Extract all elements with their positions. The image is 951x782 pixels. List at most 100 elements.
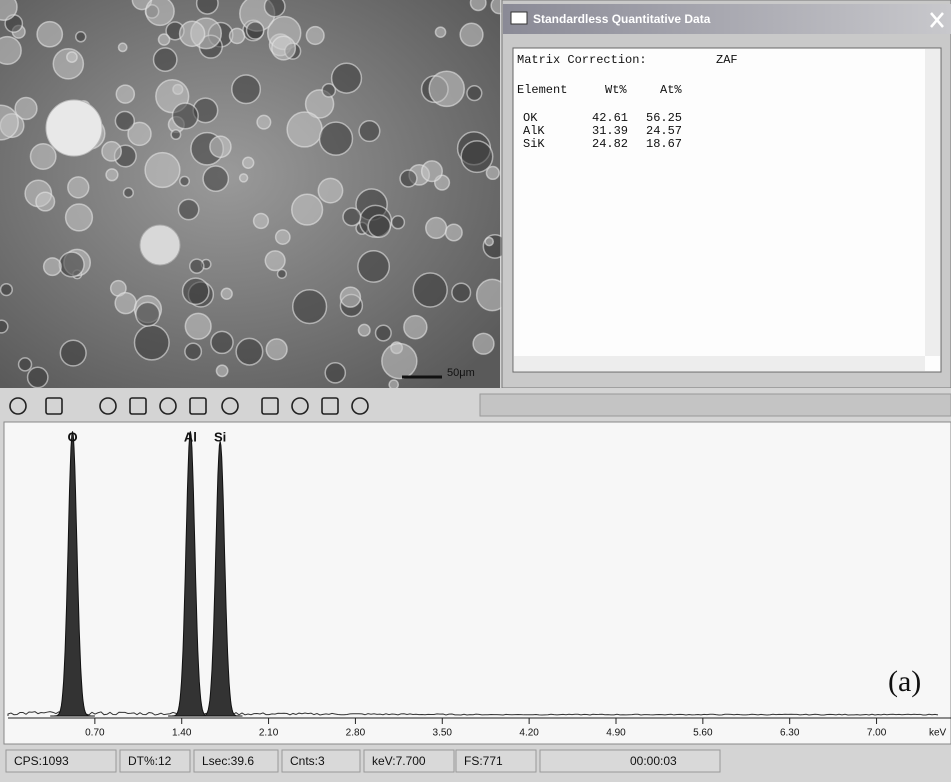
status-text: Cnts:3 bbox=[290, 754, 325, 768]
particle bbox=[76, 32, 86, 42]
window-icon bbox=[511, 12, 527, 24]
table-value: 31.39 bbox=[592, 124, 628, 138]
particle bbox=[37, 22, 62, 47]
table-value: 24.82 bbox=[592, 137, 628, 151]
particle bbox=[485, 238, 493, 246]
particle bbox=[106, 169, 118, 181]
element-name: SiK bbox=[523, 137, 545, 151]
particle bbox=[210, 136, 231, 157]
particle bbox=[460, 23, 483, 46]
particle bbox=[232, 75, 261, 104]
particle bbox=[243, 157, 254, 168]
peak-label: Al bbox=[184, 429, 197, 444]
particle bbox=[203, 166, 228, 191]
particle bbox=[340, 287, 360, 307]
particle bbox=[136, 302, 160, 326]
x-tick-label: 6.30 bbox=[780, 728, 800, 739]
particle bbox=[266, 339, 287, 360]
status-text: DT%:12 bbox=[128, 754, 172, 768]
particle bbox=[0, 37, 21, 65]
scale-label: 50μm bbox=[447, 367, 475, 379]
particle bbox=[30, 144, 55, 169]
particle bbox=[59, 252, 84, 277]
particle bbox=[44, 258, 62, 276]
peak-label: O bbox=[67, 429, 77, 444]
particle bbox=[154, 48, 177, 71]
x-tick-label: 2.10 bbox=[259, 728, 279, 739]
particle bbox=[36, 192, 55, 211]
particle bbox=[46, 100, 102, 156]
particle bbox=[19, 358, 32, 371]
text-panel bbox=[513, 48, 941, 372]
particle bbox=[435, 27, 445, 37]
toolbar-field bbox=[480, 394, 951, 416]
x-tick-label: 2.80 bbox=[346, 728, 366, 739]
particle bbox=[461, 141, 493, 173]
particle bbox=[183, 278, 209, 304]
particle bbox=[422, 161, 443, 182]
v-scrollbar[interactable] bbox=[925, 49, 940, 356]
particle bbox=[404, 316, 427, 339]
particle bbox=[332, 63, 362, 93]
particle bbox=[392, 216, 405, 229]
table-value: 42.61 bbox=[592, 111, 628, 125]
particle bbox=[320, 122, 353, 155]
particle bbox=[190, 259, 204, 273]
particle bbox=[389, 380, 398, 389]
particle bbox=[272, 36, 296, 60]
particle bbox=[473, 333, 494, 354]
element-name: AlK bbox=[523, 124, 545, 138]
h-scrollbar[interactable] bbox=[514, 356, 925, 371]
particle bbox=[216, 365, 227, 376]
column-header: Element bbox=[517, 83, 567, 97]
particle bbox=[0, 284, 12, 296]
particle bbox=[470, 0, 485, 10]
window-title: Standardless Quantitative Data bbox=[533, 12, 711, 26]
particle bbox=[102, 142, 121, 161]
particle bbox=[118, 43, 126, 51]
particle bbox=[240, 174, 248, 182]
x-tick-label: 1.40 bbox=[172, 728, 192, 739]
element-name: OK bbox=[523, 111, 538, 125]
particle bbox=[359, 121, 380, 142]
status-text: Lsec:39.6 bbox=[202, 754, 254, 768]
particle bbox=[293, 290, 327, 324]
annotation: (a) bbox=[888, 665, 921, 698]
particle bbox=[60, 340, 86, 366]
x-tick-label: 3.50 bbox=[433, 728, 453, 739]
peak-label: Si bbox=[214, 429, 226, 444]
x-unit: keV bbox=[929, 728, 947, 739]
particle bbox=[426, 218, 447, 239]
particle bbox=[115, 293, 136, 314]
column-header: Wt% bbox=[605, 83, 627, 97]
particle bbox=[376, 325, 392, 341]
status-text: CPS:1093 bbox=[14, 754, 69, 768]
particle bbox=[172, 103, 198, 129]
particle bbox=[318, 178, 342, 202]
particle bbox=[66, 204, 93, 231]
particle bbox=[292, 194, 323, 225]
particle bbox=[67, 52, 77, 62]
screen: 50μm Standardless Quantitative Data Matr… bbox=[0, 0, 951, 777]
particle bbox=[343, 208, 361, 226]
particle bbox=[171, 130, 180, 139]
spectrum-panel bbox=[4, 422, 951, 744]
particle bbox=[276, 230, 290, 244]
particle bbox=[116, 85, 134, 103]
matrix-value: ZAF bbox=[716, 53, 738, 67]
particle bbox=[467, 86, 482, 101]
particle bbox=[446, 224, 463, 241]
column-header: At% bbox=[660, 83, 682, 97]
particle bbox=[135, 325, 170, 360]
particle bbox=[287, 112, 322, 147]
x-tick-label: 5.60 bbox=[693, 728, 713, 739]
particle bbox=[146, 0, 174, 25]
particle bbox=[197, 0, 218, 14]
particle bbox=[145, 153, 180, 188]
particle bbox=[382, 344, 417, 379]
particle bbox=[265, 0, 285, 17]
status-text: 00:00:03 bbox=[630, 754, 677, 768]
x-tick-label: 4.90 bbox=[606, 728, 626, 739]
particle bbox=[178, 199, 198, 219]
particle bbox=[115, 111, 134, 130]
